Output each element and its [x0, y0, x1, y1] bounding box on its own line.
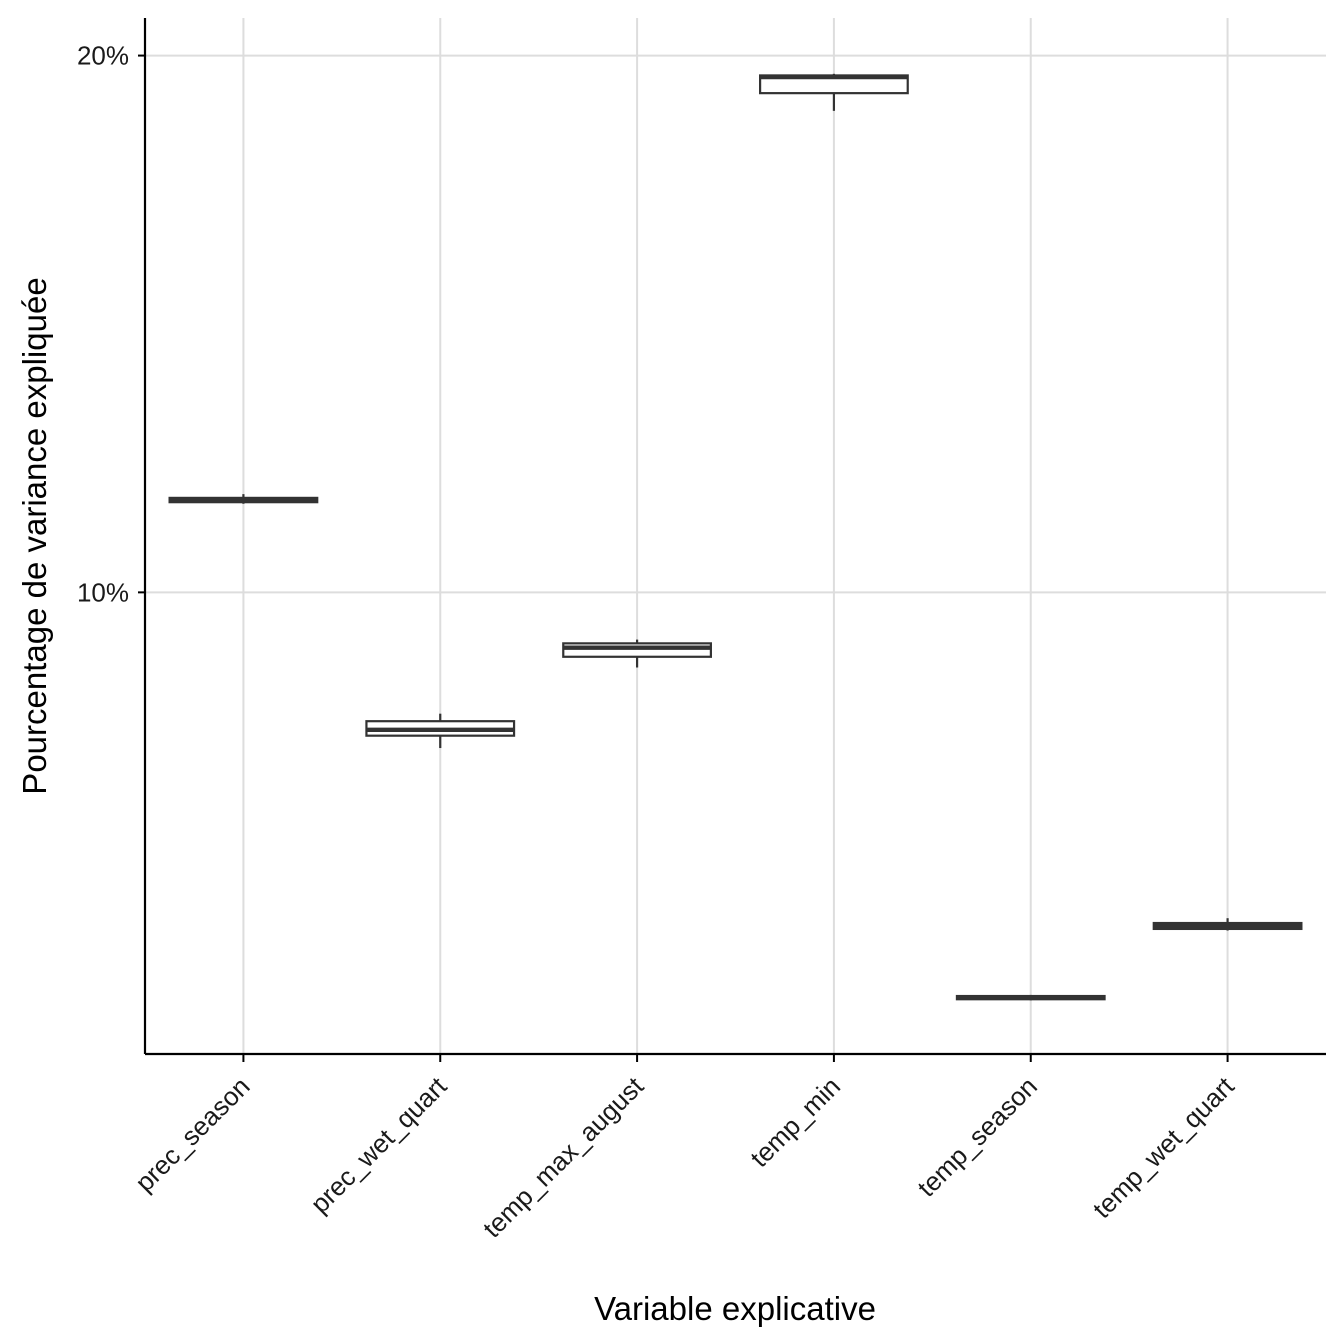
x-tick-label: temp_season	[911, 1071, 1043, 1203]
box-temp_max_august	[562, 639, 712, 668]
x-axis-title: Variable explicative	[594, 1290, 876, 1327]
tick-labels: 10% 20% prec_season prec_wet_quart temp_max_…	[77, 41, 1240, 1244]
axes	[138, 18, 1326, 1062]
x-tick-label: prec_season	[129, 1071, 255, 1197]
x-tick-label: temp_wet_quart	[1087, 1070, 1241, 1224]
box-prec_wet_quart	[365, 713, 516, 749]
y-tick-label: 10%	[77, 577, 129, 607]
x-tick-label: temp_max_august	[477, 1070, 650, 1243]
box-temp_min	[759, 73, 909, 111]
box-body	[562, 642, 712, 658]
box-temp_season	[955, 994, 1106, 1001]
y-tick-label: 20%	[77, 41, 129, 71]
x-tick-label: prec_wet_quart	[305, 1070, 453, 1218]
box-temp_wet_quart	[1152, 918, 1303, 931]
box-prec_season	[168, 494, 319, 504]
grid	[145, 18, 1326, 1054]
boxes	[168, 73, 1303, 1001]
y-axis-title: Pourcentage de variance expliquée	[16, 277, 53, 794]
x-tick-label: temp_min	[744, 1071, 846, 1173]
